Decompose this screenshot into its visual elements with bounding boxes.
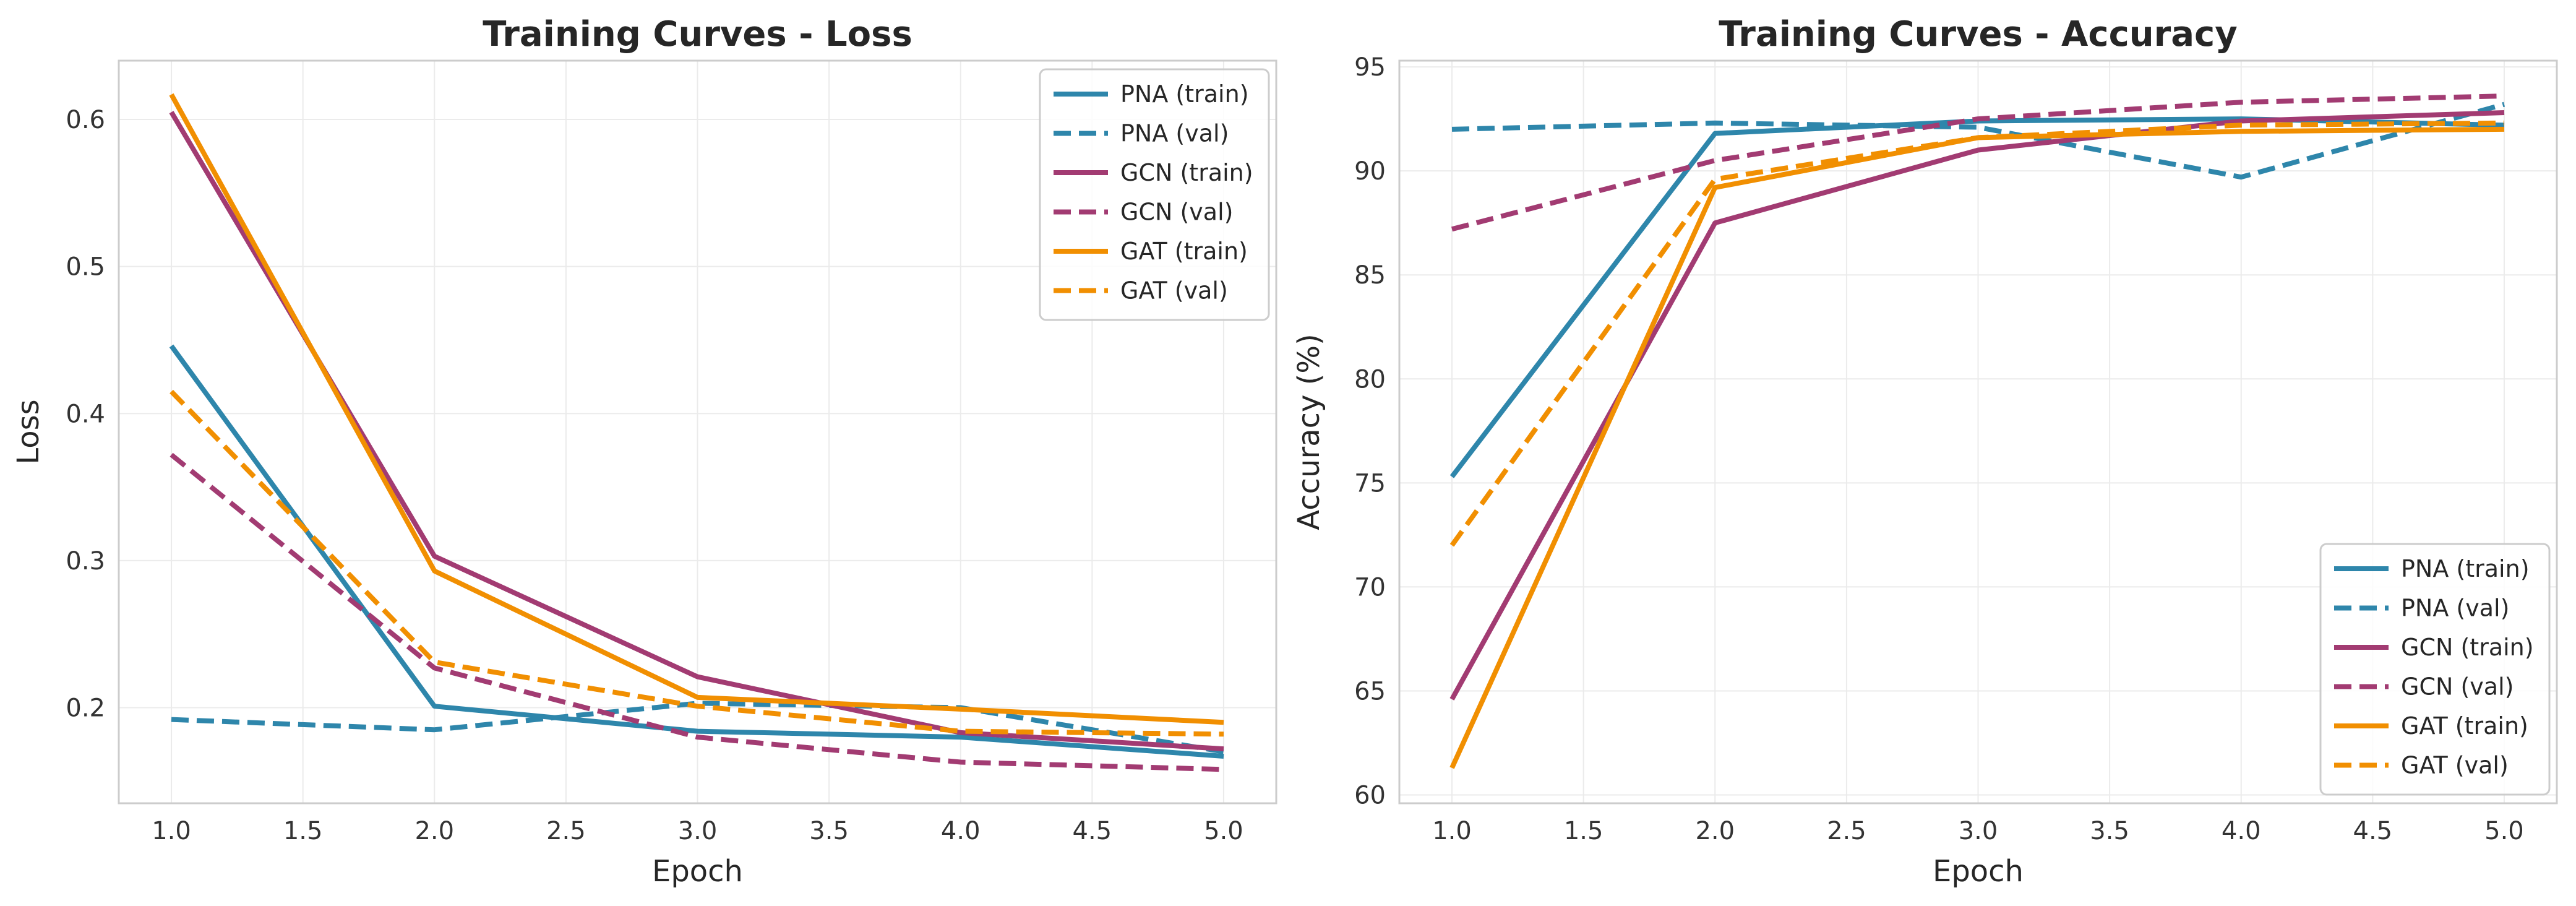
x-tick-label: 1.5 — [1564, 817, 1604, 845]
y-tick-label: 0.3 — [66, 547, 105, 576]
y-tick-label: 75 — [1354, 469, 1386, 498]
x-tick-label: 2.5 — [1827, 817, 1866, 845]
x-tick-label: 3.5 — [809, 817, 849, 845]
x-axis-label: Epoch — [1933, 854, 2024, 889]
y-tick-label: 0.2 — [66, 694, 105, 723]
x-tick-label: 2.0 — [1695, 817, 1735, 845]
chart-panel-accuracy: 1.0 1.5 2.0 2.5 3.0 3.5 4.0 4.5 5.0 60 65 70 75 80 85 9… — [1292, 14, 2558, 889]
legend-label: GCN (train) — [1120, 159, 1253, 186]
chart-panel-loss: 1.0 1.5 2.0 2.5 3.0 3.5 4.0 4.5 5.0 0.2 0.3 0.4 0.5 0… — [11, 14, 1277, 889]
y-tick-label: 0.4 — [66, 400, 105, 428]
x-tick-label: 3.0 — [1959, 817, 1998, 845]
legend-label: GAT (train) — [2401, 712, 2528, 740]
legend: PNA (train) PNA (val) GCN (train) GCN (val)… — [2319, 543, 2551, 796]
series-line-pna-train — [169, 344, 1224, 759]
legend-label: PNA (val) — [2401, 595, 2509, 622]
legend-label: GCN (val) — [1120, 199, 1233, 226]
plot-frame — [1398, 59, 2558, 805]
legend-box — [2319, 543, 2551, 796]
chart-title: Training Curves - Loss — [483, 14, 912, 54]
legend-label: GAT (train) — [1120, 238, 1248, 265]
x-tick-label: 1.0 — [1432, 817, 1472, 845]
x-tick-label: 2.0 — [414, 817, 454, 845]
legend-label: GAT (val) — [2401, 752, 2509, 779]
y-axis-label: Loss — [11, 399, 46, 464]
chart-title: Training Curves - Accuracy — [1719, 14, 2238, 54]
y-tick-label: 85 — [1354, 261, 1386, 290]
legend: PNA (train) PNA (val) GCN (train) GCN (val)… — [1039, 68, 1270, 321]
x-tick-label: 4.0 — [941, 817, 981, 845]
series-line-gat-train — [169, 93, 1224, 725]
y-tick-label: 65 — [1354, 677, 1386, 705]
x-tick-label: 3.5 — [2090, 817, 2129, 845]
series-line-gcn-val — [170, 452, 1224, 772]
y-tick-label: 0.5 — [66, 253, 105, 282]
y-tick-label: 0.6 — [66, 106, 105, 134]
legend-label: GAT (val) — [1120, 277, 1228, 304]
y-tick-label: 70 — [1354, 573, 1386, 602]
x-tick-label: 4.5 — [2353, 817, 2393, 845]
x-tick-label: 1.0 — [152, 817, 191, 845]
y-tick-label: 60 — [1354, 782, 1386, 810]
y-tick-label: 95 — [1354, 53, 1386, 82]
legend-label: PNA (train) — [2401, 555, 2530, 582]
x-tick-label: 5.0 — [1204, 817, 1243, 845]
x-tick-label: 1.5 — [283, 817, 323, 845]
plot-frame — [118, 59, 1277, 805]
legend-box — [1039, 68, 1270, 321]
series-line-pna-val — [171, 701, 1224, 754]
y-axis-label: Accuracy (%) — [1292, 334, 1326, 530]
y-tick-label: 80 — [1354, 365, 1386, 394]
series-line-gat-val — [1449, 120, 2505, 547]
legend-label: PNA (train) — [1120, 80, 1249, 108]
x-axis-label: Epoch — [652, 854, 743, 889]
legend-label: GCN (train) — [2401, 634, 2534, 661]
series-line-gat-val — [170, 389, 1224, 737]
series-line-gcn-val — [1451, 93, 2505, 232]
legend-label: GCN (val) — [2401, 673, 2514, 701]
x-tick-label: 3.0 — [678, 817, 718, 845]
x-tick-label: 4.5 — [1073, 817, 1112, 845]
x-tick-label: 2.5 — [546, 817, 586, 845]
x-tick-label: 4.0 — [2222, 817, 2261, 845]
y-tick-label: 90 — [1354, 157, 1386, 186]
x-tick-label: 5.0 — [2484, 817, 2524, 845]
legend-label: PNA (val) — [1120, 120, 1229, 147]
